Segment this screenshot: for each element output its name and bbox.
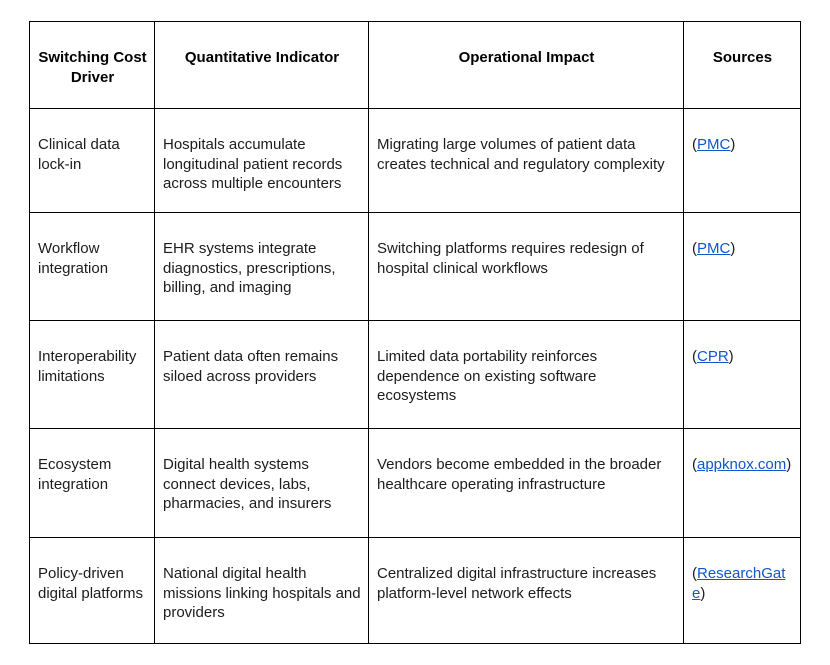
cell-driver: Clinical data lock-in <box>29 108 155 213</box>
cell-sources: (appknox.com) <box>683 428 801 538</box>
source-paren-open: ( <box>692 456 697 473</box>
cell-sources: (CPR) <box>683 320 801 429</box>
table-row: Interoperability limitations Patient dat… <box>29 320 801 429</box>
source-paren-close: ) <box>700 584 706 602</box>
column-header-sources: Sources <box>683 21 801 109</box>
cell-impact: Switching platforms requires redesign of… <box>368 212 684 321</box>
source-link[interactable]: PMC <box>697 136 731 153</box>
cell-driver: Interoperability limitations <box>29 320 155 429</box>
cell-indicator: Digital health systems connect devices, … <box>154 428 369 538</box>
cell-sources: (PMC) <box>683 108 801 213</box>
source-link[interactable]: CPR <box>697 348 729 365</box>
cell-driver: Workflow integration <box>29 212 155 321</box>
switching-cost-table: Switching Cost Driver Quantitative Indic… <box>29 21 801 644</box>
cell-impact: Migrating large volumes of patient data … <box>368 108 684 213</box>
table-row: Clinical data lock-in Hospitals accumula… <box>29 108 801 213</box>
source-paren-open: ( <box>692 240 697 257</box>
cell-indicator: EHR systems integrate diagnostics, presc… <box>154 212 369 321</box>
column-header-quantitative-indicator: Quantitative Indicator <box>154 21 369 109</box>
source-paren-close: ) <box>786 456 792 473</box>
cell-driver: Policy-driven digital platforms <box>29 537 155 644</box>
cell-impact: Limited data portability reinforces depe… <box>368 320 684 429</box>
source-paren-close: ) <box>728 348 734 365</box>
table-row: Ecosystem integration Digital health sys… <box>29 428 801 538</box>
source-link[interactable]: PMC <box>697 240 731 257</box>
source-paren-close: ) <box>730 136 736 153</box>
table-row: Workflow integration EHR systems integra… <box>29 212 801 321</box>
cell-indicator: National digital health missions linking… <box>154 537 369 644</box>
table-row: Policy-driven digital platforms National… <box>29 537 801 644</box>
header-row: Switching Cost Driver Quantitative Indic… <box>29 21 801 109</box>
cell-indicator: Hospitals accumulate longitudinal patien… <box>154 108 369 213</box>
column-header-switching-cost-driver: Switching Cost Driver <box>29 21 155 109</box>
cell-driver: Ecosystem integration <box>29 428 155 538</box>
cell-impact: Centralized digital infrastructure incre… <box>368 537 684 644</box>
source-link[interactable]: appknox.com <box>697 456 787 473</box>
source-paren-open: ( <box>692 136 697 153</box>
cell-sources: (ResearchGate) <box>683 537 801 644</box>
source-paren-close: ) <box>730 240 736 257</box>
cell-indicator: Patient data often remains siloed across… <box>154 320 369 429</box>
source-paren-open: ( <box>692 348 697 365</box>
cell-impact: Vendors become embedded in the broader h… <box>368 428 684 538</box>
source-link[interactable]: ResearchGate <box>692 565 786 602</box>
source-paren-open: ( <box>692 565 697 582</box>
cell-sources: (PMC) <box>683 212 801 321</box>
column-header-operational-impact: Operational Impact <box>368 21 684 109</box>
